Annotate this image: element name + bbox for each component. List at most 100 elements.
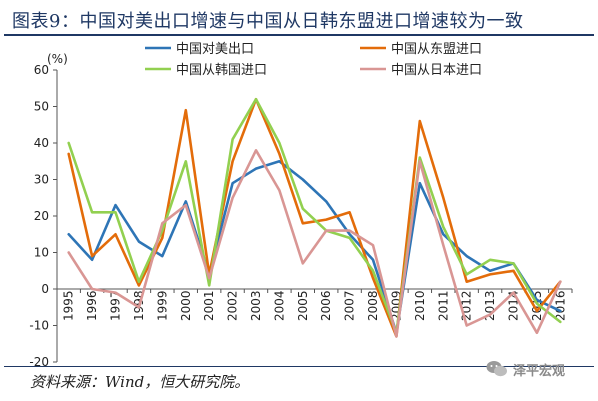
data-point [114,211,117,214]
series-line [67,160,562,335]
x-tick-label: 1997 [109,290,123,321]
data-point [301,262,304,265]
y-tick-label: 40 [34,136,49,150]
x-tick-label: 2016 [553,290,567,321]
x-tick-label: 2004 [272,290,286,321]
data-point [91,288,93,290]
data-point [301,222,304,225]
source-divider [4,366,594,367]
data-point [395,335,398,338]
data-point [138,284,140,287]
x-tick-label: 2002 [226,290,240,321]
data-point [489,273,491,276]
data-point [372,277,374,279]
wechat-icon [486,361,507,377]
data-point [419,156,421,159]
data-point [559,310,562,312]
data-point [348,237,351,239]
data-point [536,332,538,334]
series-line [67,149,562,338]
data-point [161,255,164,257]
data-point [442,226,445,228]
data-point [419,182,421,184]
data-point [231,182,234,184]
data-point [278,153,281,155]
data-point [512,291,515,294]
data-point [559,321,562,323]
data-point [348,211,351,214]
data-point [231,160,234,163]
data-point [442,233,445,236]
y-tick-label: -20 [29,355,49,368]
watermark: 泽平宏观 [486,358,565,380]
y-axis-label: (%) [47,52,68,66]
data-point [372,244,374,246]
data-point [161,237,164,239]
data-point [208,277,210,279]
y-tick-label: 30 [34,173,49,187]
x-tick-label: 2006 [319,290,333,321]
x-tick-label: 2005 [296,290,310,321]
legend-label: 中国从韩国进口 [176,63,267,78]
data-point [208,284,210,287]
data-point [512,262,515,265]
data-point [301,207,304,210]
data-point [442,244,445,246]
data-point [231,196,234,199]
data-point [536,310,538,312]
data-point [184,200,187,203]
data-point [419,120,421,122]
data-point [348,233,351,236]
data-point [325,229,328,232]
data-point [138,240,140,243]
data-point [536,302,538,305]
data-point [419,160,421,163]
y-tick-label: 50 [34,100,49,114]
y-tick-label: 10 [34,246,49,260]
x-tick-label: 2010 [413,290,427,321]
data-point [465,255,468,257]
x-tick-label: 1999 [155,290,169,321]
data-point [255,149,257,152]
data-point [138,280,140,283]
data-point [465,324,468,327]
data-point [489,313,491,316]
legend-label: 中国从日本进口 [391,63,482,78]
source-note: 资料来源：Wind，恒大研究院。 [30,373,250,391]
data-point [372,269,374,272]
data-point [91,211,93,214]
data-point [231,138,234,141]
data-point [184,204,187,206]
data-point [489,259,491,261]
data-point [67,153,70,155]
data-point [255,98,257,100]
y-tick-label: 60 [34,63,49,77]
data-point [138,306,140,309]
x-tick-label: 2013 [483,290,497,321]
y-tick-label: 0 [41,282,49,296]
x-tick-label: 1996 [85,290,99,321]
data-point [301,178,304,181]
data-point [512,269,515,272]
data-point [184,109,187,111]
data-point [278,142,281,144]
data-point [442,196,445,199]
data-point [559,280,562,283]
x-tick-label: 2011 [436,290,450,321]
data-point [114,233,117,236]
data-point [325,218,328,221]
x-tick-label: 2000 [179,290,193,321]
data-point [489,269,491,272]
y-tick-label: 20 [34,209,49,223]
data-point [465,273,468,276]
data-point [67,233,70,236]
data-point [161,229,164,232]
watermark-text: 泽平宏观 [513,363,566,379]
data-point [184,160,187,163]
data-point [67,251,70,254]
x-tick-label: 1995 [62,290,76,321]
x-tick-label: 2008 [366,290,380,321]
x-tick-label: 2003 [249,290,263,321]
legend-label: 中国从东盟进口 [391,42,482,57]
